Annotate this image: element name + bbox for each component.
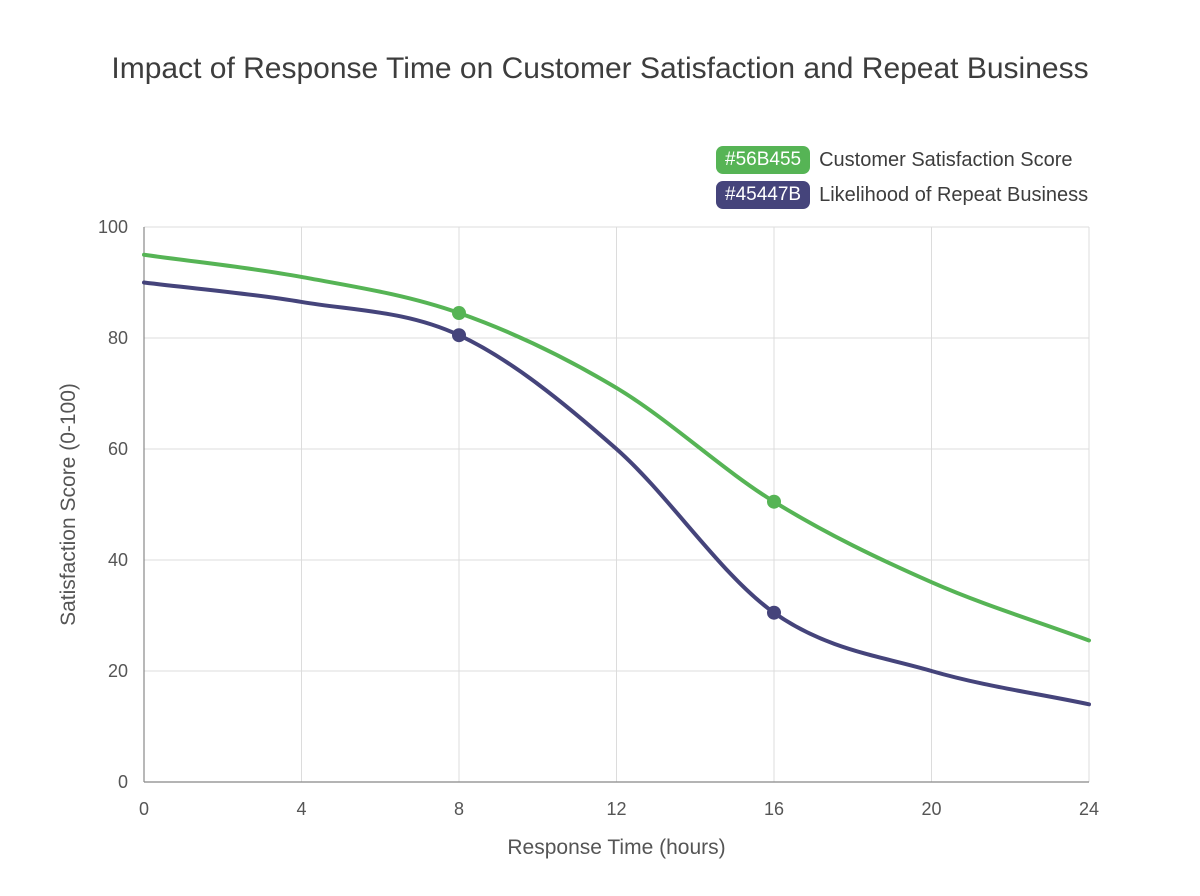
legend-item-repeat-business: #45447B Likelihood of Repeat Business bbox=[716, 179, 1088, 211]
x-tick-label: 12 bbox=[606, 799, 626, 819]
y-tick-label: 0 bbox=[118, 772, 128, 792]
data-point-marker bbox=[452, 328, 466, 343]
data-point-marker bbox=[767, 605, 781, 620]
legend-label-repeat-business: Likelihood of Repeat Business bbox=[819, 183, 1089, 206]
x-tick-label: 20 bbox=[921, 799, 941, 819]
data-point-marker bbox=[452, 306, 466, 321]
x-tick-label: 4 bbox=[296, 799, 306, 819]
y-tick-label: 20 bbox=[108, 661, 128, 681]
data-point-marker bbox=[767, 494, 781, 509]
x-axis-label: Response Time (hours) bbox=[507, 836, 725, 859]
legend-label-satisfaction: Customer Satisfaction Score bbox=[819, 148, 1073, 171]
chart-title: Impact of Response Time on Customer Sati… bbox=[111, 52, 1089, 85]
series-line-0 bbox=[142, 252, 1091, 643]
x-tick-label: 24 bbox=[1079, 799, 1099, 819]
y-tick-label: 80 bbox=[108, 328, 128, 348]
series-line-1 bbox=[142, 280, 1091, 707]
x-tick-label: 8 bbox=[454, 799, 464, 819]
x-tick-label: 16 bbox=[764, 799, 784, 819]
y-tick-label: 40 bbox=[108, 550, 128, 570]
legend-badge-satisfaction: #56B455 bbox=[716, 146, 811, 174]
y-tick-label: 100 bbox=[98, 217, 128, 237]
x-tick-label: 0 bbox=[139, 799, 149, 819]
y-tick-label: 60 bbox=[108, 439, 128, 459]
legend-badge-repeat-business: #45447B bbox=[716, 181, 811, 209]
legend-item-satisfaction: #56B455 Customer Satisfaction Score bbox=[716, 144, 1073, 176]
y-axis-label: Satisfaction Score (0-100) bbox=[57, 383, 80, 626]
